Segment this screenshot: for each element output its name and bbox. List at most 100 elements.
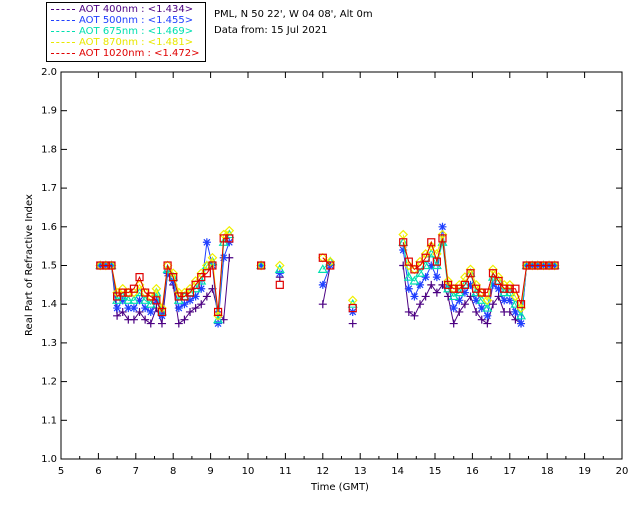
data-point — [516, 303, 526, 313]
data-point — [432, 288, 441, 297]
data-point — [399, 246, 408, 255]
data-point — [517, 319, 526, 328]
data-point — [197, 300, 206, 309]
x-tick-label: 19 — [578, 466, 591, 477]
data-point — [482, 302, 493, 312]
data-point — [494, 292, 503, 301]
data-point — [185, 288, 195, 297]
data-point — [460, 300, 469, 309]
data-point — [275, 269, 284, 278]
data-point — [213, 310, 223, 321]
legend-item: AOT 675nm : <1.469> — [51, 26, 193, 38]
legend-swatch — [51, 41, 75, 43]
legend-item: AOT 400nm : <1.434> — [51, 4, 193, 16]
data-point — [455, 307, 464, 316]
data-point — [466, 269, 475, 278]
legend-item: AOT 870nm : <1.481> — [51, 37, 193, 49]
data-point — [348, 303, 357, 313]
x-tick-label: 11 — [279, 466, 292, 477]
data-point — [118, 307, 127, 316]
data-point — [96, 261, 105, 270]
legend-label: AOT 500nm : <1.455> — [79, 15, 194, 26]
data-point — [113, 311, 122, 320]
data-point — [432, 257, 441, 266]
data-point — [141, 304, 150, 313]
legend-swatch — [51, 52, 75, 54]
data-point — [522, 261, 531, 270]
data-point — [404, 257, 413, 266]
series-aot-1020nm — [96, 234, 559, 317]
data-point — [163, 269, 172, 278]
data-point — [202, 269, 211, 278]
legend-item: AOT 500nm : <1.455> — [51, 15, 193, 27]
data-point — [135, 296, 144, 305]
data-point — [257, 261, 266, 270]
legend-item: AOT 1020nm : <1.472> — [51, 48, 199, 60]
data-point — [449, 304, 458, 313]
data-point — [494, 284, 503, 293]
data-point — [318, 300, 327, 309]
data-point — [550, 261, 559, 270]
data-point — [466, 292, 475, 301]
data-point — [432, 273, 441, 282]
data-point — [157, 307, 167, 317]
data-point — [347, 298, 358, 308]
data-point — [427, 238, 436, 247]
x-tick-label: 18 — [541, 466, 554, 477]
data-point — [186, 307, 195, 316]
data-point — [174, 292, 183, 301]
x-tick-label: 6 — [95, 466, 101, 477]
axis-ticks: 5 6 7 8 9 10 11 12 13 14 15 16 17 18 19 20 1.0 1.1 1.2 1.3 1… — [41, 67, 628, 477]
data-point — [113, 304, 122, 313]
series-line — [100, 237, 230, 314]
data-point — [477, 288, 486, 297]
date-info: Data from: 15 Jul 2021 — [214, 25, 328, 36]
data-point — [191, 304, 200, 313]
data-point — [410, 311, 419, 320]
data-point — [427, 261, 436, 270]
data-point — [544, 261, 554, 270]
data-point — [213, 307, 223, 317]
data-point — [399, 238, 408, 247]
y-tick-label: 1.6 — [41, 222, 57, 233]
y-tick-label: 1.3 — [41, 338, 57, 349]
data-point — [528, 261, 537, 270]
data-point — [124, 304, 133, 313]
data-point — [477, 315, 486, 324]
data-point — [403, 271, 414, 281]
data-point — [191, 292, 200, 301]
data-point — [129, 304, 138, 313]
data-point — [163, 261, 172, 270]
x-tick-label: 13 — [354, 466, 367, 477]
legend-label: AOT 400nm : <1.434> — [79, 4, 194, 15]
legend-label: AOT 1020nm : <1.472> — [79, 48, 200, 59]
data-point — [500, 296, 509, 305]
data-point — [317, 264, 328, 273]
data-point — [477, 304, 486, 313]
data-point — [174, 304, 183, 313]
legend-swatch — [51, 8, 75, 10]
data-point — [128, 295, 139, 304]
data-point — [505, 296, 514, 305]
data-point — [449, 284, 458, 293]
y-tick-label: 1.4 — [41, 299, 57, 310]
y-tick-label: 1.8 — [41, 144, 57, 155]
data-point — [533, 261, 542, 270]
data-point — [118, 288, 127, 297]
data-point — [500, 284, 509, 293]
y-tick-label: 1.5 — [41, 261, 57, 272]
x-tick-label: 12 — [316, 466, 329, 477]
x-tick-label: 15 — [429, 466, 442, 477]
data-point — [494, 276, 503, 286]
x-axis-label: Time (GMT) — [310, 482, 369, 493]
data-point — [511, 284, 520, 293]
data-point — [146, 319, 155, 328]
data-point — [101, 261, 110, 270]
data-point — [416, 300, 425, 309]
data-point — [151, 283, 162, 294]
site-info: PML, N 50 22', W 04 08', Alt 0m — [214, 9, 373, 20]
data-point — [466, 280, 475, 289]
data-point — [318, 253, 327, 262]
x-tick-label: 5 — [58, 466, 64, 477]
